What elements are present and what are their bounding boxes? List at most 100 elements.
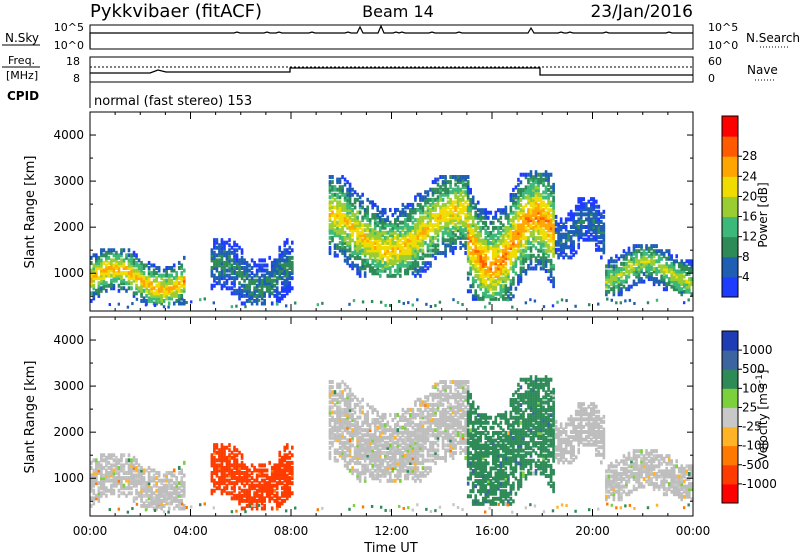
power-cell <box>268 286 271 291</box>
power-cell <box>539 236 543 241</box>
power-cell <box>577 212 581 217</box>
power-cell <box>582 212 586 217</box>
velocity-cell <box>140 496 143 501</box>
power-cell <box>492 296 495 301</box>
power-cell <box>617 266 621 271</box>
power-cell <box>411 251 415 256</box>
power-cell <box>363 210 367 215</box>
power-cell <box>617 279 621 284</box>
power-cell <box>459 210 462 215</box>
power-cell <box>213 245 216 250</box>
power-cell <box>167 276 171 281</box>
power-cell <box>499 233 503 238</box>
power-cell <box>336 192 339 197</box>
power-cell <box>476 274 480 279</box>
colorbar-swatch <box>722 256 738 278</box>
power-cell <box>218 276 221 281</box>
power-cell <box>361 266 364 271</box>
power-cell <box>391 238 395 243</box>
power-cell <box>283 281 287 286</box>
power-cell <box>444 245 447 250</box>
velocity-cell <box>333 418 337 423</box>
velocity-cell <box>343 443 347 448</box>
power-cell <box>429 207 432 212</box>
velocity-cell <box>210 478 214 483</box>
power-cell <box>363 245 367 250</box>
power-cell <box>607 269 611 274</box>
power-cell <box>519 208 523 213</box>
power-cell <box>343 205 347 210</box>
power-cell <box>675 287 679 292</box>
power-cell <box>130 273 133 278</box>
power-cell <box>680 259 684 264</box>
power-cell <box>461 228 465 233</box>
power-cell <box>152 271 156 276</box>
velocity-cell <box>356 415 359 420</box>
power-cell <box>635 274 638 279</box>
power-cell <box>381 207 385 212</box>
power-cell <box>481 279 485 284</box>
power-cell <box>474 246 478 251</box>
power-cell <box>454 192 457 197</box>
power-cell <box>127 273 131 278</box>
power-cell <box>140 283 143 288</box>
power-cell <box>569 214 573 219</box>
power-cell <box>245 298 249 303</box>
velocity-cell <box>243 473 246 478</box>
velocity-cell <box>366 445 369 450</box>
power-cell <box>283 268 287 273</box>
velocity-cell <box>338 435 342 440</box>
velocity-cell <box>255 483 259 488</box>
power-cell <box>356 271 359 276</box>
velocity-cell <box>127 453 131 458</box>
power-cell <box>343 213 347 218</box>
power-cell <box>426 253 430 258</box>
power-cell <box>471 238 475 243</box>
velocity-cell <box>373 430 377 435</box>
power-cell <box>517 198 520 203</box>
velocity-cell <box>228 458 231 463</box>
power-cell <box>409 251 412 256</box>
power-cell <box>155 271 158 276</box>
power-cell <box>690 261 694 266</box>
power-cell <box>504 253 508 258</box>
power-cell <box>363 266 367 271</box>
power-cell <box>529 195 533 200</box>
power-cell <box>125 266 128 271</box>
power-cell <box>474 213 478 218</box>
power-cell <box>534 198 538 203</box>
power-cell <box>280 258 284 263</box>
power-cell <box>507 230 510 235</box>
power-cell <box>504 266 508 271</box>
velocity-cell <box>361 453 364 458</box>
velocity-cell <box>373 418 377 423</box>
power-cell <box>381 245 385 250</box>
power-cell <box>215 263 219 268</box>
power-cell <box>524 172 528 177</box>
power-cell <box>625 277 628 282</box>
velocity-cell <box>351 412 354 417</box>
power-cell <box>479 225 483 230</box>
power-cell <box>572 214 575 219</box>
velocity-cell <box>331 400 334 405</box>
power-cell <box>444 190 447 195</box>
velocity-cell <box>100 476 103 481</box>
velocity-cell <box>228 443 231 448</box>
velocity-cell <box>137 476 141 481</box>
power-cell <box>414 223 417 228</box>
power-cell <box>529 246 533 251</box>
power-cell <box>343 235 347 240</box>
power-cell <box>534 210 538 215</box>
velocity-cell <box>373 407 377 412</box>
velocity-cell <box>175 498 179 503</box>
power-cell <box>353 248 357 253</box>
velocity-cell <box>167 471 171 476</box>
power-cell <box>328 202 332 207</box>
power-cell <box>348 197 352 202</box>
power-cell <box>343 223 347 228</box>
velocity-cell <box>255 476 259 481</box>
velocity-cell <box>135 478 138 483</box>
power-cell <box>517 243 520 248</box>
velocity-cell <box>333 392 337 397</box>
colorbar-swatch <box>722 156 738 177</box>
